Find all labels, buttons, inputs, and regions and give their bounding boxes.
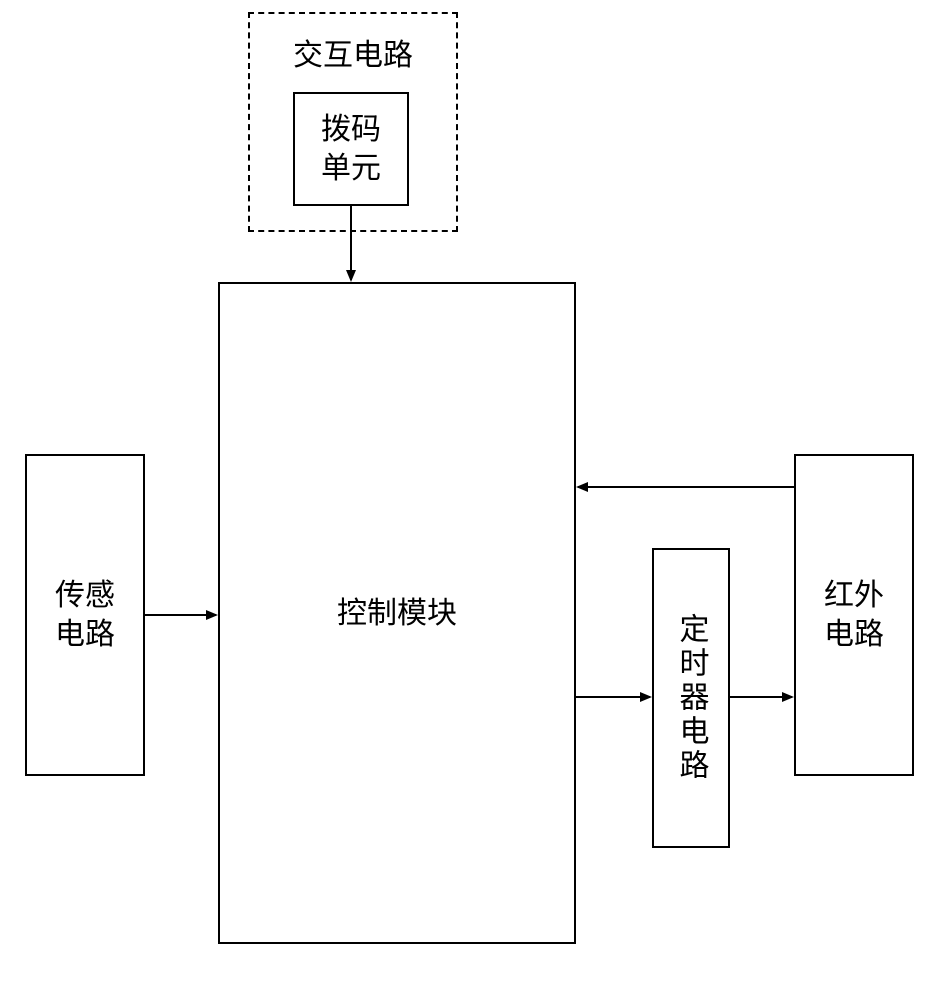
dip-unit-box: 拨码单元 bbox=[293, 92, 409, 206]
control-module-box: 控制模块 bbox=[218, 282, 576, 944]
sensor-circuit-label: 传感电路 bbox=[55, 576, 115, 654]
ir-circuit-label: 红外电路 bbox=[824, 576, 884, 654]
control-module-label: 控制模块 bbox=[337, 594, 457, 633]
sensor-circuit-box: 传感电路 bbox=[25, 454, 145, 776]
dip-unit-label: 拨码单元 bbox=[321, 110, 381, 188]
ir-circuit-box: 红外电路 bbox=[794, 454, 914, 776]
timer-circuit-label: 定时器电路 bbox=[672, 613, 711, 783]
timer-circuit-box: 定时器电路 bbox=[652, 548, 730, 848]
interactive-circuit-label: 交互电路 bbox=[250, 30, 456, 74]
